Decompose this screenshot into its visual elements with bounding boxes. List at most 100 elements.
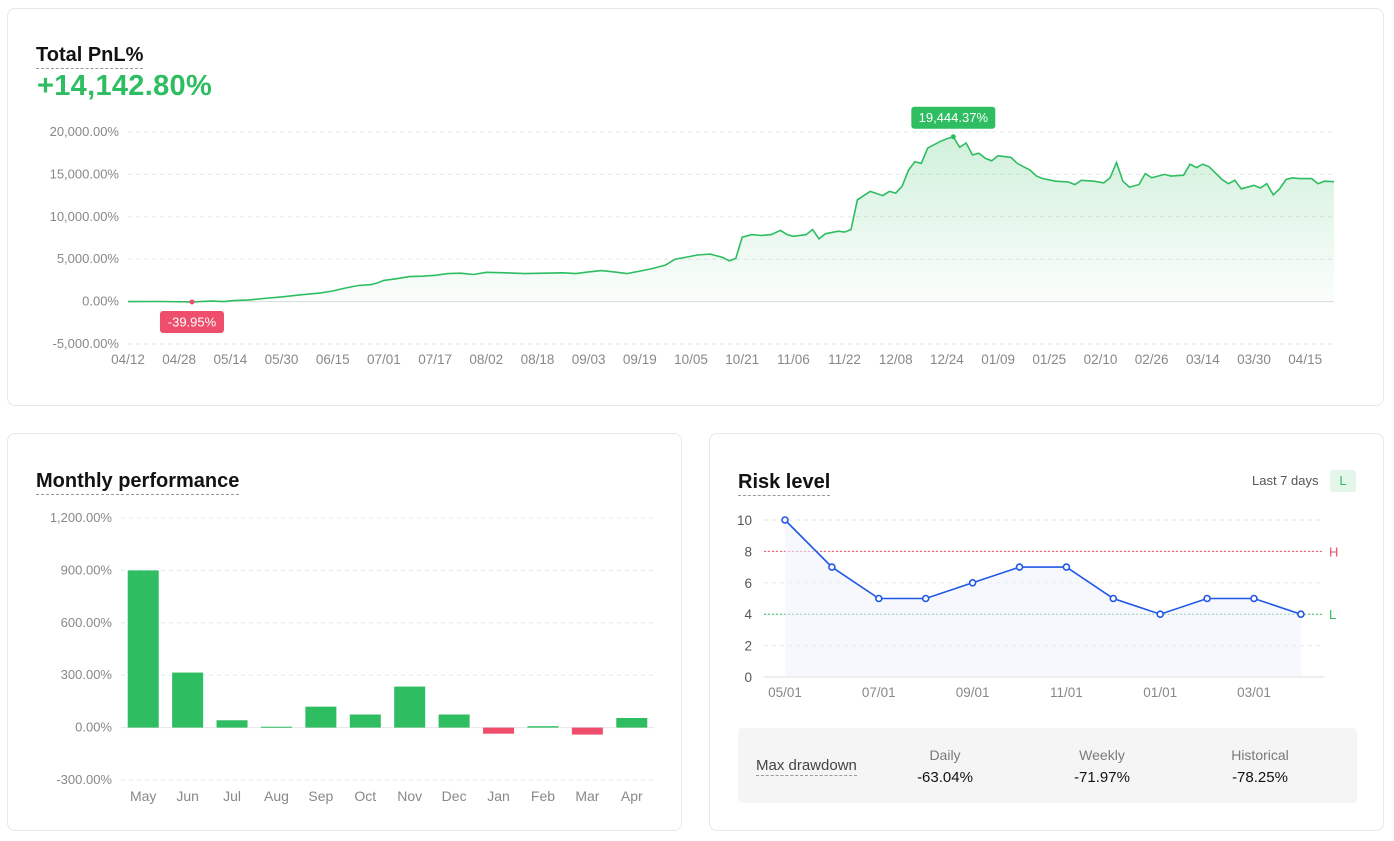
risk-point[interactable] (1203, 594, 1211, 603)
monthly-x-tick-label: Mar (575, 788, 599, 804)
pnl-x-tick-label: 04/12 (111, 352, 145, 367)
risk-point[interactable] (781, 516, 789, 524)
pnl-series-line (127, 135, 1335, 303)
risk-point[interactable] (1156, 610, 1165, 618)
monthly-y-tick-label: 900.00% (61, 562, 113, 577)
risk-x-tick-label: 11/01 (1050, 685, 1083, 700)
monthly-x-tick-label: Dec (442, 788, 467, 804)
pnl-area (128, 136, 1334, 302)
monthly-x-tick-label: Apr (621, 788, 643, 804)
monthly-bar[interactable] (527, 726, 559, 728)
risk-y-tick-label: 6 (744, 576, 752, 591)
pnl-y-tick-label: 0.00% (82, 294, 119, 309)
monthly-bar[interactable] (305, 706, 337, 728)
risk-y-tick-label: 2 (744, 639, 752, 654)
monthly-performance-card: Monthly performance 1,200.00% 900.00% 600.… (7, 433, 682, 831)
monthly-performance-title[interactable]: Monthly performance (36, 469, 240, 495)
pnl-x-tick-label: 12/24 (930, 352, 964, 367)
total-pnl-title[interactable]: Total PnL% (36, 43, 144, 69)
pnl-y-tick-label: 10,000.00% (50, 209, 120, 224)
risk-series-line (784, 519, 1302, 616)
total-pnl-card: Total PnL% +14,142.80% 20,000.00% 15,000.… (7, 8, 1384, 406)
risk-point[interactable] (1109, 594, 1118, 603)
pnl-x-tick-label: 08/02 (469, 352, 503, 367)
monthly-bar[interactable] (127, 570, 159, 728)
risk-x-tick-label: 05/01 (768, 685, 802, 700)
monthly-y-tick-label: 0.00% (75, 720, 112, 735)
pnl-x-tick-label: 05/30 (265, 352, 299, 367)
monthly-bar[interactable] (349, 714, 381, 728)
pnl-y-tick-label: -5,000.00% (53, 336, 120, 351)
pnl-x-tick-label: 04/15 (1288, 352, 1322, 367)
risk-x-tick-label: 03/01 (1237, 685, 1271, 700)
risk-point[interactable] (968, 579, 977, 587)
risk-point[interactable] (921, 594, 930, 603)
pnl-y-tick-label: 15,000.00% (50, 166, 120, 181)
risk-level-title[interactable]: Risk level (738, 470, 831, 496)
risk-y-tick-label: 8 (744, 544, 752, 559)
pnl-min-point (189, 299, 195, 305)
monthly-x-tick-label: Jan (487, 788, 510, 804)
monthly-bar[interactable] (394, 686, 426, 728)
risk-y-tick-label: 0 (744, 670, 752, 685)
pnl-x-tick-label: 08/18 (521, 352, 555, 367)
risk-x-tick-label: 01/01 (1143, 685, 1177, 700)
monthly-x-tick-label: Aug (264, 788, 289, 804)
monthly-bar[interactable] (172, 672, 204, 728)
pnl-y-tick-label: 20,000.00% (50, 124, 120, 139)
monthly-bar[interactable] (483, 727, 515, 734)
drawdown-weekly-header: Weekly (1079, 747, 1125, 763)
risk-chart: 10 8 6 4 2 0 H L 05/01 07/01 09/01 11/01 01/01 03/0… (737, 513, 1338, 700)
pnl-x-tick-label: 03/14 (1186, 352, 1220, 367)
pnl-x-tick-label: 04/28 (162, 352, 196, 367)
pnl-x-tick-label: 06/15 (316, 352, 350, 367)
risk-current-level-badge: L (1330, 470, 1356, 492)
pnl-y-tick-label: 5,000.00% (57, 251, 120, 266)
pnl-max-point (950, 134, 956, 140)
max-drawdown-label[interactable]: Max drawdown (756, 757, 857, 776)
pnl-min-label: -39.95% (168, 314, 217, 329)
pnl-min-label-bg (159, 310, 224, 333)
risk-point[interactable] (828, 563, 836, 571)
pnl-x-tick-label: 10/21 (725, 352, 759, 367)
risk-level-card: Risk level Last 7 days L 10 8 6 4 2 0 H L 05/0… (709, 433, 1384, 831)
pnl-x-tick-label: 05/14 (213, 352, 247, 367)
pnl-x-tick-label: 01/09 (981, 352, 1015, 367)
risk-range-label[interactable]: Last 7 days (1252, 473, 1319, 488)
risk-y-tick-label: 10 (737, 513, 752, 528)
pnl-x-tick-label: 09/03 (572, 352, 606, 367)
pnl-x-tick-label: 07/01 (367, 352, 401, 367)
monthly-y-tick-label: 600.00% (61, 615, 113, 630)
pnl-x-tick-label: 03/30 (1237, 352, 1271, 367)
risk-x-tick-label: 07/01 (862, 685, 896, 700)
pnl-x-tick-label: 01/25 (1032, 352, 1066, 367)
risk-point[interactable] (1250, 594, 1258, 603)
monthly-y-tick-label: 300.00% (61, 667, 113, 682)
monthly-x-tick-label: Jun (176, 788, 199, 804)
monthly-bar[interactable] (260, 726, 292, 728)
monthly-bar[interactable] (616, 717, 648, 728)
drawdown-daily-value: -63.04% (917, 769, 973, 786)
monthly-bar[interactable] (571, 727, 603, 735)
monthly-bar[interactable] (438, 714, 470, 728)
risk-area (785, 520, 1301, 677)
risk-threshold-label-h: H (1329, 544, 1338, 559)
risk-point[interactable] (1015, 563, 1024, 571)
pnl-x-tick-label: 02/26 (1135, 352, 1169, 367)
monthly-x-tick-label: Nov (397, 788, 422, 804)
monthly-bar[interactable] (216, 720, 248, 728)
risk-point[interactable] (1062, 563, 1071, 571)
monthly-chart: 1,200.00% 900.00% 600.00% 300.00% 0.00% -300.… (50, 510, 654, 804)
risk-y-tick-label: 4 (744, 607, 752, 622)
total-pnl-value: +14,142.80% (37, 70, 213, 102)
monthly-x-tick-label: Jul (223, 788, 241, 804)
drawdown-daily-header: Daily (929, 747, 961, 763)
risk-point[interactable] (1297, 610, 1305, 618)
pnl-x-tick-label: 11/22 (828, 352, 861, 367)
pnl-x-tick-label: 09/19 (623, 352, 657, 367)
risk-threshold-label-l: L (1329, 607, 1336, 622)
pnl-x-tick-label: 10/05 (674, 352, 708, 367)
pnl-x-tick-label: 11/06 (777, 352, 810, 367)
monthly-y-tick-label: -300.00% (56, 772, 112, 787)
risk-point[interactable] (875, 594, 883, 603)
